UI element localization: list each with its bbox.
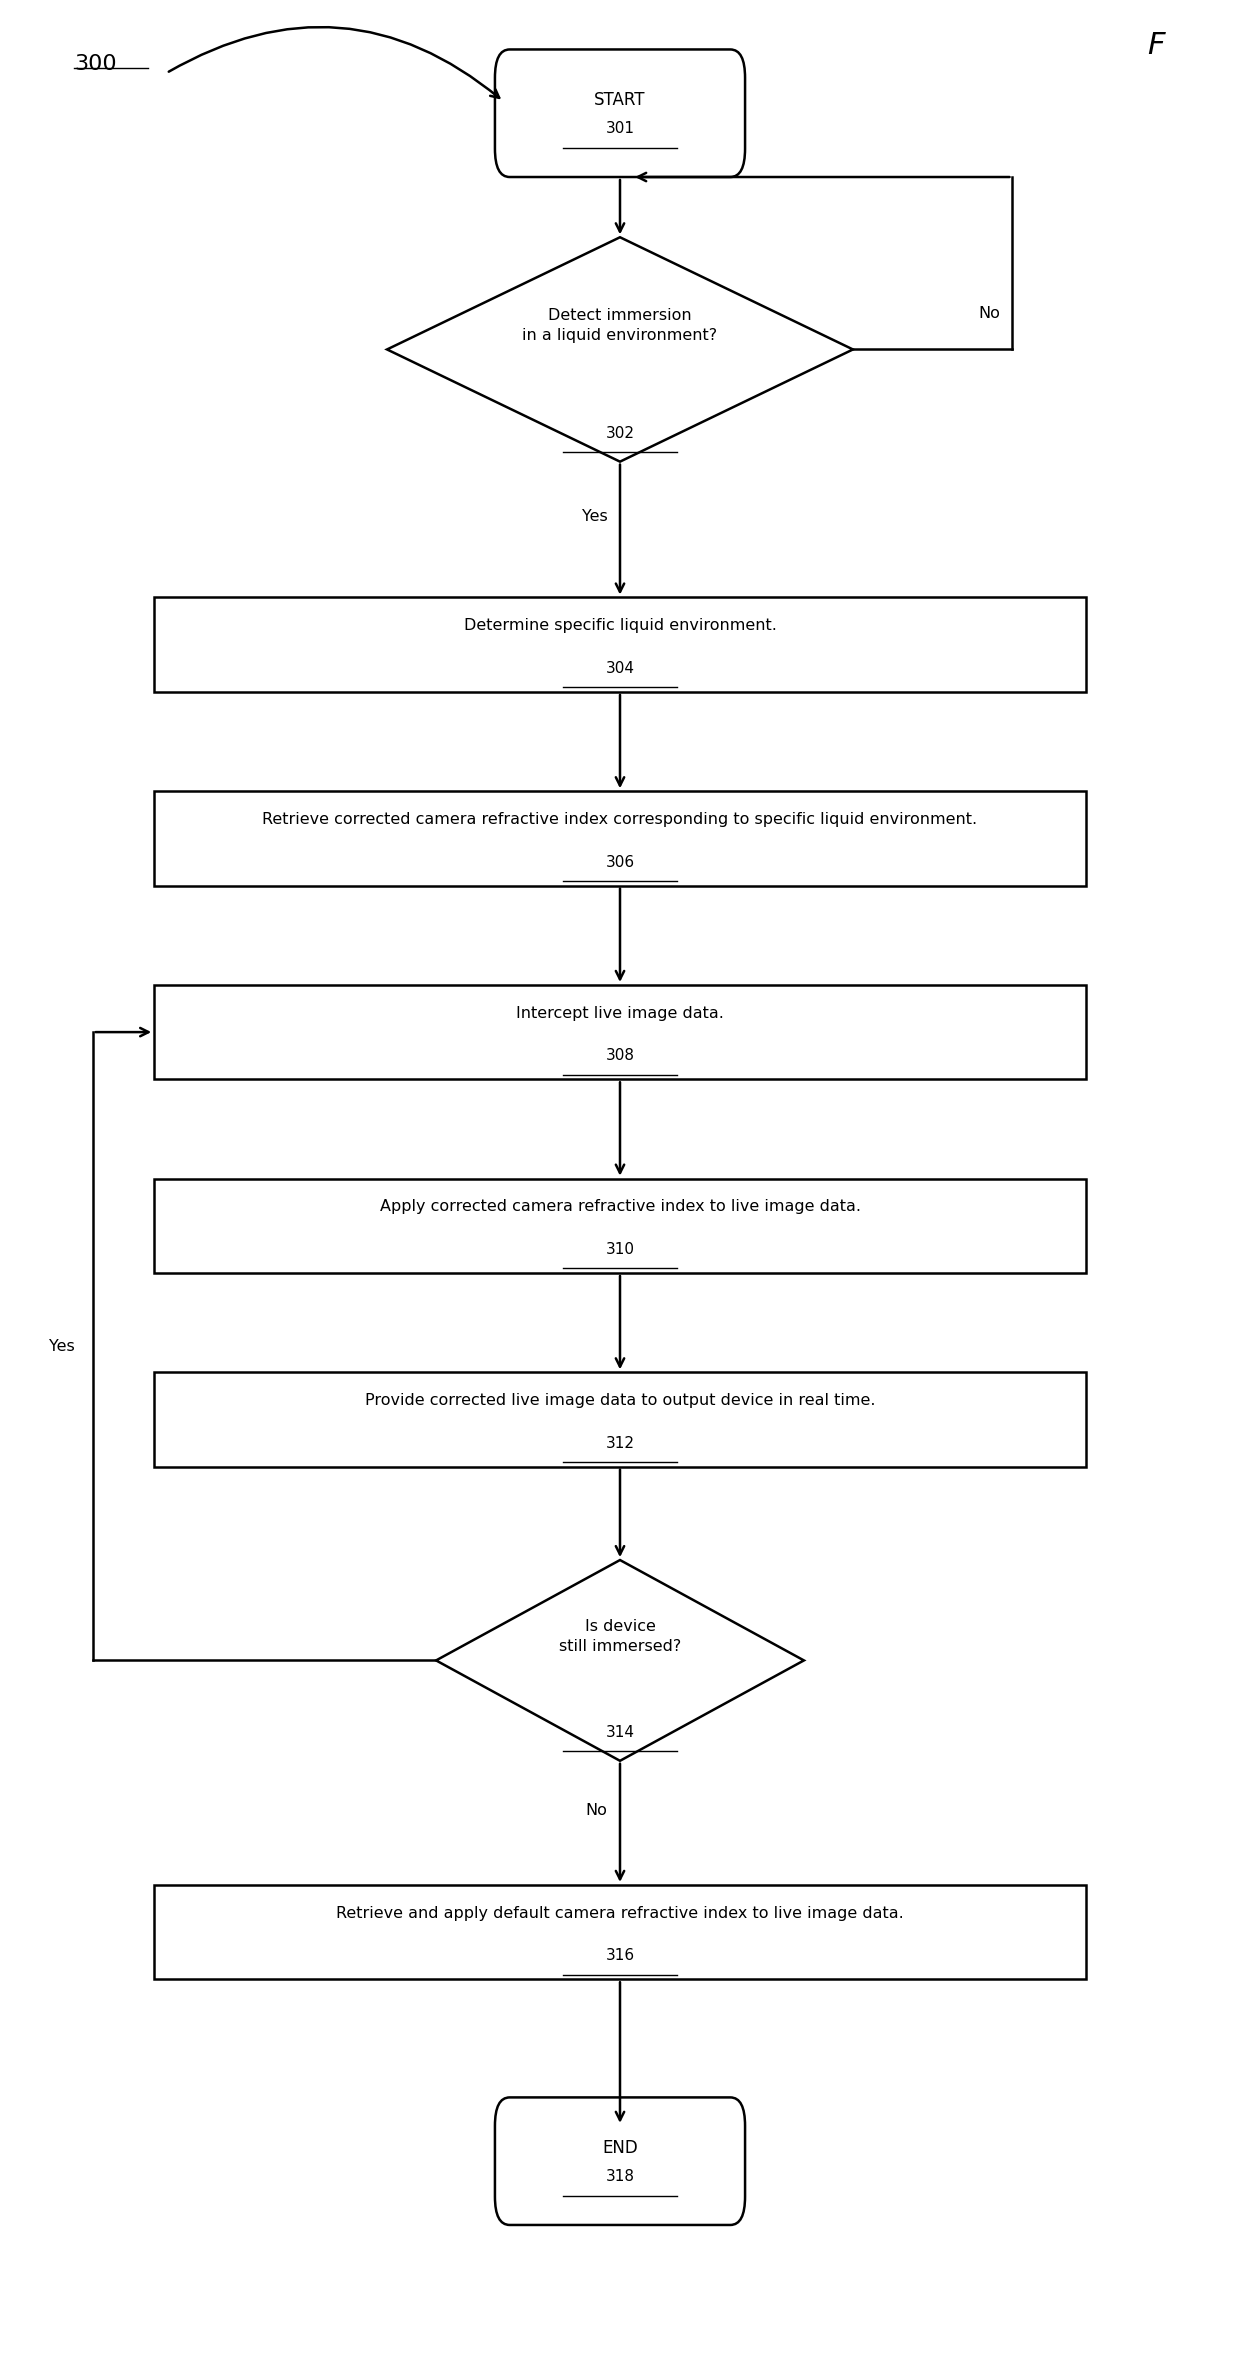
FancyBboxPatch shape [495, 2098, 745, 2224]
Text: 314: 314 [605, 1725, 635, 1739]
Bar [154, 1373, 1086, 1466]
Text: 304: 304 [605, 661, 635, 675]
Text: 310: 310 [605, 1243, 635, 1257]
Text: 301: 301 [605, 121, 635, 135]
Bar [154, 596, 1086, 691]
Bar [154, 986, 1086, 1079]
Text: 312: 312 [605, 1435, 635, 1452]
Text: 308: 308 [605, 1048, 635, 1062]
Bar [154, 1178, 1086, 1274]
Text: No: No [978, 307, 1001, 321]
Text: Retrieve corrected camera refractive index corresponding to specific liquid envi: Retrieve corrected camera refractive ind… [263, 813, 977, 827]
FancyBboxPatch shape [495, 50, 745, 178]
Text: Yes: Yes [48, 1338, 74, 1354]
Bar [154, 791, 1086, 886]
Text: 302: 302 [605, 425, 635, 442]
Text: START: START [594, 93, 646, 109]
Text: END: END [603, 2138, 637, 2157]
Polygon shape [387, 238, 853, 461]
Text: Determine specific liquid environment.: Determine specific liquid environment. [464, 618, 776, 634]
Text: Intercept live image data.: Intercept live image data. [516, 1005, 724, 1022]
Text: No: No [585, 1803, 608, 1818]
Text: 300: 300 [74, 55, 117, 74]
Text: F: F [1147, 31, 1164, 59]
Text: Provide corrected live image data to output device in real time.: Provide corrected live image data to out… [365, 1392, 875, 1409]
Text: Retrieve and apply default camera refractive index to live image data.: Retrieve and apply default camera refrac… [336, 1906, 904, 1920]
Text: 318: 318 [605, 2169, 635, 2184]
Text: Detect immersion
in a liquid environment?: Detect immersion in a liquid environment… [522, 309, 718, 342]
Text: Is device
still immersed?: Is device still immersed? [559, 1620, 681, 1654]
FancyArrowPatch shape [169, 26, 500, 97]
Text: 306: 306 [605, 855, 635, 870]
Text: 316: 316 [605, 1948, 635, 1963]
Bar [154, 1884, 1086, 1979]
Polygon shape [436, 1561, 804, 1761]
Text: Apply corrected camera refractive index to live image data.: Apply corrected camera refractive index … [379, 1200, 861, 1214]
Text: Yes: Yes [582, 508, 608, 523]
